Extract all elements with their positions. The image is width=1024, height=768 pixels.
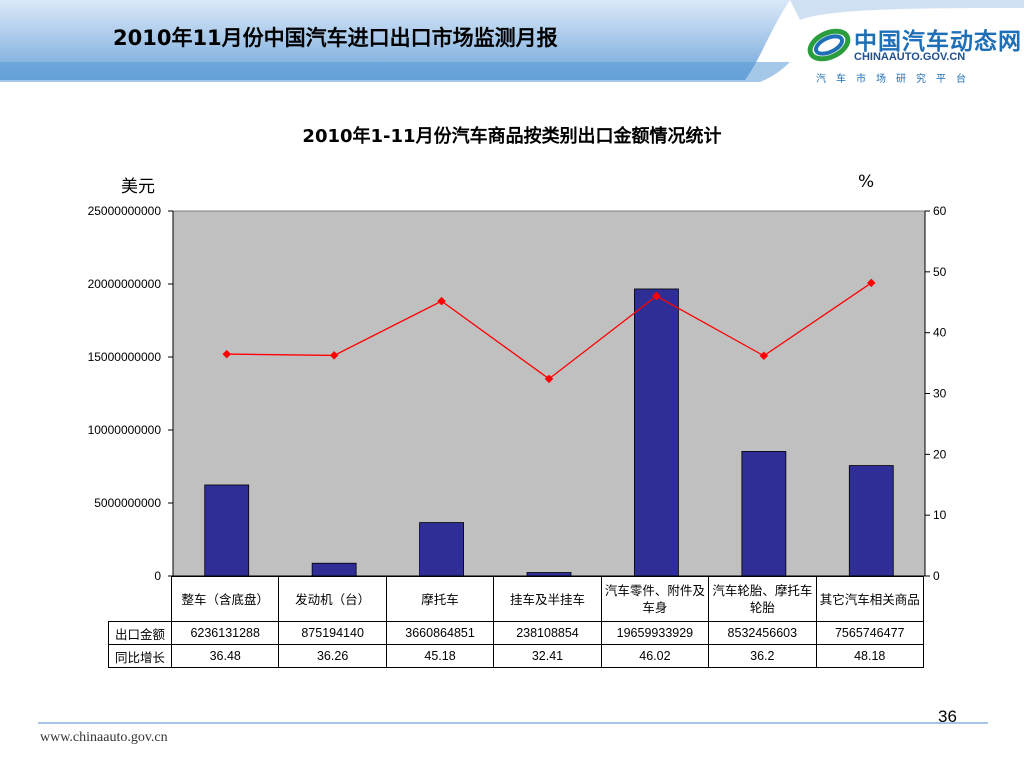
export-value-1: 875194140 [278,621,387,645]
data-table: 整车（含底盘） 发动机（台） 摩托车 挂车及半挂车 汽车零件、附件及车身 汽车轮胎、摩托车… [108,576,924,668]
growth-point-1 [329,351,339,360]
growth-value-6: 48.18 [815,644,924,668]
logo-swirl-icon [807,28,851,62]
y2-tick-label-5: 10 [933,508,947,522]
growth-point-0 [222,349,231,359]
category-label-4: 汽车零件、附件及车身 [600,576,710,622]
y-tick-label-0: 25000000000 [88,204,162,218]
logo: 中国汽车动态网 CHINAAUTO.GOV.CN 汽车市场研究平台 [806,20,1021,90]
growth-row: 同比增长 36.48 36.26 45.18 32.41 46.02 36.2 48.18 [108,644,924,668]
y-axis-unit-left: 美元 [121,177,155,197]
y2-tick-label-6: 0 [933,569,940,583]
y-tick-label-5: 0 [154,569,161,583]
bar-4 [634,288,679,577]
plot-area [172,210,926,577]
growth-point-3 [544,374,554,384]
category-label-1: 发动机（台） [278,576,387,622]
export-value-6: 7565746477 [815,621,924,645]
growth-value-5: 36.2 [708,644,817,668]
bar-6 [848,465,894,577]
y2-tick-label-0: 60 [933,204,947,218]
bar-0 [204,484,250,577]
bar-2 [419,522,464,577]
growth-point-5 [759,351,769,361]
chart-svg: 25000000000 20000000000 15000000000 1000000… [88,204,947,583]
bar-1 [311,562,357,577]
y-tick-label-4: 5000000000 [94,496,161,510]
logo-cn-text: 中国汽车动态网 [854,29,1022,55]
header-banner: 2010年11月份中国汽车进口出口市场监测月报 中国汽车动态网 CHINAAUT… [0,0,1024,90]
logo-subtitle: 汽车市场研究平台 [816,74,976,85]
growth-value-1: 36.26 [278,644,387,668]
y-tick-label-1: 20000000000 [88,277,162,291]
logo-en-text: CHINAAUTO.GOV.CN [854,51,966,63]
growth-value-4: 46.02 [600,644,710,668]
banner-graphic [0,0,1024,82]
export-value-row: 出口金额 6236131288 875194140 3660864851 238108… [108,621,924,645]
export-value-5: 8532456603 [708,621,817,645]
y2-tick-label-4: 20 [933,447,947,461]
category-label-0: 整车（含底盘） [170,576,280,622]
y2-tick-label-1: 50 [933,265,947,279]
series-label-export: 出口金额 [108,621,172,645]
growth-point-4 [652,291,661,301]
category-label-5: 汽车轮胎、摩托车轮胎 [708,576,817,622]
growth-value-2: 45.18 [385,644,495,668]
table-corner [109,577,172,622]
footer-divider [38,722,988,724]
page-number: 36 [938,707,957,726]
y2-tick-label-2: 40 [933,326,947,340]
export-value-4: 19659933929 [600,621,710,645]
y-axis-unit-right: % [858,172,875,192]
chart-title: 2010年1-11月份汽车商品按类别出口金额情况统计 [302,126,722,147]
page-title: 2010年11月份中国汽车进口出口市场监测月报 [113,26,558,50]
series-label-growth: 同比增长 [108,644,172,668]
category-label-6: 其它汽车相关商品 [815,576,924,622]
bar-5 [741,451,787,577]
category-row: 整车（含底盘） 发动机（台） 摩托车 挂车及半挂车 汽车零件、附件及车身 汽车轮胎、摩托车… [109,576,924,622]
footer-url: www.chinaauto.gov.cn [40,730,168,745]
growth-value-0: 36.48 [170,644,280,668]
export-value-3: 238108854 [493,621,602,645]
export-value-2: 3660864851 [385,621,495,645]
y-tick-label-2: 15000000000 [88,350,162,364]
export-value-0: 6236131288 [170,621,280,645]
growth-value-3: 32.41 [493,644,602,668]
category-label-2: 摩托车 [385,576,495,622]
growth-point-6 [867,278,876,288]
growth-point-2 [437,296,446,306]
y-tick-label-3: 10000000000 [88,423,162,437]
y2-tick-label-3: 30 [933,387,947,401]
category-label-3: 挂车及半挂车 [493,576,602,622]
